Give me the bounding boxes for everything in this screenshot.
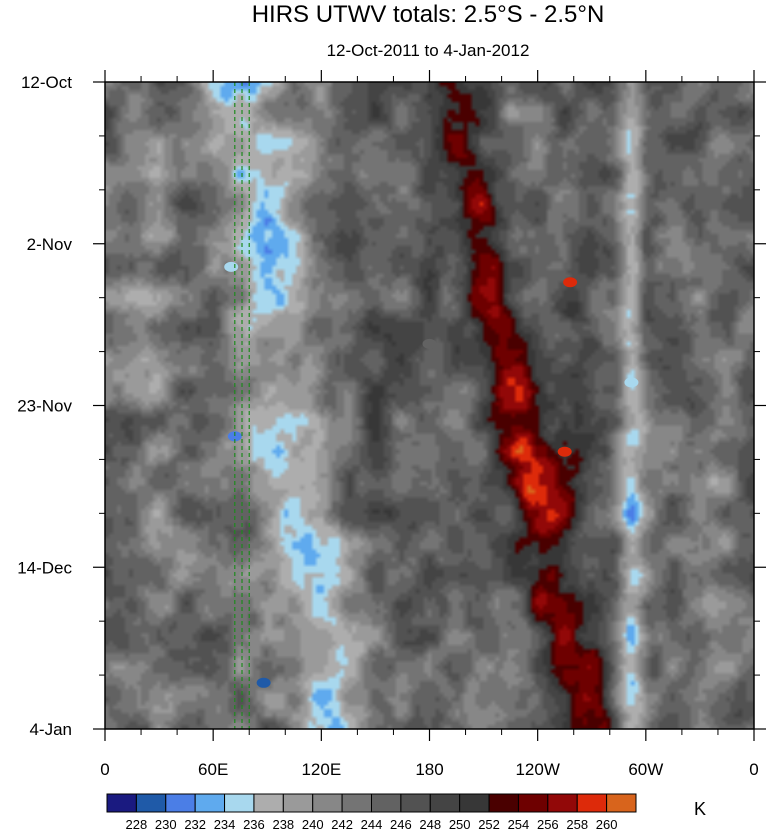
- chart-subtitle: 12-Oct-2011 to 4-Jan-2012: [327, 41, 530, 60]
- field-feature: [557, 446, 572, 457]
- colorbar-label: 248: [419, 817, 441, 830]
- y-tick-label: 14-Dec: [17, 558, 72, 577]
- y-axis: 12-Oct 2-Nov 23-Nov 14-Dec 4-Jan: [17, 73, 766, 739]
- field-feature: [563, 277, 578, 288]
- colorbar-label: 256: [537, 817, 559, 830]
- colorbar-swatch: [282, 793, 314, 813]
- colorbar-label: 230: [155, 817, 177, 830]
- field-feature: [227, 431, 242, 442]
- colorbar-swatch: [459, 793, 490, 813]
- colorbar-swatch: [488, 793, 519, 813]
- y-tick-label: 2-Nov: [27, 235, 73, 254]
- colorbar-swatch: [547, 793, 578, 813]
- colorbar-label: 260: [596, 817, 618, 830]
- colorbar-swatch: [400, 793, 431, 813]
- colorbar-label: 234: [214, 817, 236, 830]
- y-tick-label: 23-Nov: [17, 397, 72, 416]
- x-axis: 0 60E 120E 180 120W 60W 0: [100, 70, 759, 779]
- colorbar-swatch: [429, 793, 461, 813]
- field-feature: [422, 338, 437, 349]
- y-tick-label: 12-Oct: [21, 73, 72, 92]
- colorbar-label: 240: [302, 817, 324, 830]
- colorbar-label: 244: [361, 817, 383, 830]
- colorbar-swatch: [253, 793, 284, 813]
- x-tick-label: 60E: [198, 760, 228, 779]
- colorbar-label: 228: [126, 817, 148, 830]
- plot-area: [104, 81, 755, 730]
- x-tick-label: 120E: [301, 760, 341, 779]
- colorbar-label: 254: [508, 817, 530, 830]
- colorbar: 228 230 232 234 236 238 240 242 244 246 248 250 252 2…: [106, 793, 637, 830]
- colorbar-unit-label: K: [694, 799, 706, 819]
- x-tick-label: 0: [100, 760, 109, 779]
- colorbar-swatch: [341, 793, 373, 813]
- colorbar-label: 232: [184, 817, 206, 830]
- colorbar-label: 258: [566, 817, 588, 830]
- colorbar-label: 252: [478, 817, 500, 830]
- heatmap-field: [105, 82, 754, 729]
- x-tick-label: 180: [415, 760, 443, 779]
- colorbar-swatch: [194, 793, 226, 813]
- colorbar-label: 250: [449, 817, 471, 830]
- colorbar-swatch: [371, 793, 402, 813]
- colorbar-label: 236: [243, 817, 265, 830]
- y-tick-label: 4-Jan: [29, 720, 72, 739]
- chart-title: HIRS UTWV totals: 2.5°S - 2.5°N: [252, 1, 605, 28]
- colorbar-swatch: [517, 793, 549, 813]
- colorbar-label: 242: [331, 817, 353, 830]
- colorbar-label: 246: [390, 817, 412, 830]
- x-tick-label: 120W: [515, 760, 559, 779]
- colorbar-swatch: [606, 793, 637, 813]
- x-tick-label: 60W: [628, 760, 663, 779]
- colorbar-swatch: [165, 793, 196, 813]
- field-feature: [256, 677, 271, 688]
- x-tick-label: 0: [749, 760, 758, 779]
- colorbar-swatch: [224, 793, 255, 813]
- field-feature: [224, 261, 239, 272]
- colorbar-label: 238: [272, 817, 294, 830]
- field-feature: [624, 377, 639, 388]
- colorbar-swatch: [576, 793, 608, 813]
- colorbar-swatch: [106, 793, 137, 813]
- colorbar-swatch: [312, 793, 343, 813]
- colorbar-swatch: [135, 793, 167, 813]
